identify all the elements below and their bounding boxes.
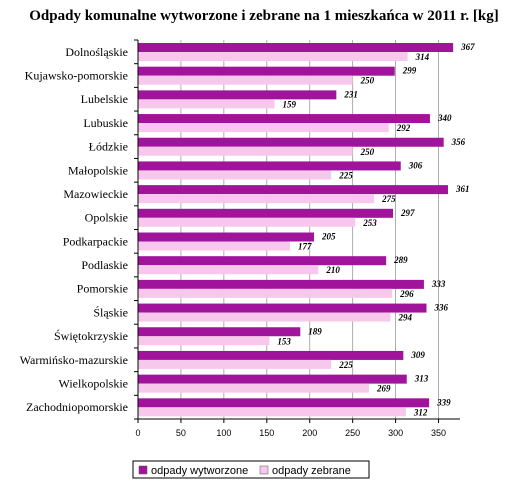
bar-odpady-zebrane [138, 288, 393, 298]
data-labels: 3673142992502311593402923562503062253612… [277, 42, 475, 417]
legend: odpady wytworzone odpady zebrane [132, 460, 370, 479]
data-label-wytworzone: 340 [437, 113, 452, 123]
data-label-zebrane: 294 [397, 313, 412, 323]
data-label-zebrane: 312 [413, 407, 428, 417]
bar-odpady-wytworzone [138, 279, 424, 289]
bar-odpady-wytworzone [138, 232, 315, 242]
data-label-zebrane: 296 [399, 289, 414, 299]
bar-odpady-zebrane [138, 241, 290, 251]
x-tick-label: 0 [135, 428, 140, 438]
category-label: Wielkopolskie [58, 376, 128, 390]
data-label-zebrane: 225 [338, 360, 353, 370]
x-tick-label: 250 [345, 428, 360, 438]
data-label-zebrane: 225 [338, 170, 353, 180]
data-label-wytworzone: 333 [431, 279, 446, 289]
bar-odpady-zebrane [138, 312, 391, 322]
data-label-zebrane: 275 [381, 194, 396, 204]
bar-odpady-zebrane [138, 336, 270, 346]
chart-title: Odpady komunalne wytworzone i zebrane na… [29, 8, 499, 24]
data-label-wytworzone: 367 [460, 42, 475, 52]
bar-odpady-wytworzone [138, 398, 430, 408]
category-label: Lubelskie [81, 92, 128, 106]
data-label-wytworzone: 231 [343, 89, 358, 99]
category-label: Zachodniopomorskie [26, 400, 128, 414]
data-label-zebrane: 210 [325, 265, 340, 275]
x-tick-label: 50 [176, 428, 186, 438]
bar-odpady-wytworzone [138, 374, 407, 384]
category-label: Dolnośląskie [65, 45, 128, 59]
data-label-wytworzone: 205 [321, 232, 336, 242]
legend-label: odpady wytworzone [151, 465, 248, 477]
category-label: Pomorskie [77, 282, 128, 296]
bar-odpady-wytworzone [138, 208, 394, 218]
bar-odpady-zebrane [138, 407, 406, 417]
category-label: Warmińsko-mazurskie [20, 353, 128, 367]
bars [138, 43, 454, 417]
bar-odpady-zebrane [138, 75, 353, 85]
category-label: Podkarpackie [63, 234, 128, 248]
data-label-wytworzone: 297 [400, 208, 415, 218]
data-label-zebrane: 177 [298, 242, 312, 252]
axes: 0 50 100 150 200 250 300 350 Dolnośląskie Kujawsk… [20, 39, 460, 438]
bar-odpady-zebrane [138, 265, 319, 275]
data-label-wytworzone: 361 [455, 184, 470, 194]
bar-odpady-wytworzone [138, 303, 427, 313]
bar-odpady-zebrane [138, 383, 369, 393]
bar-odpady-zebrane [138, 123, 389, 133]
data-label-wytworzone: 309 [410, 350, 425, 360]
bar-odpady-wytworzone [138, 185, 448, 195]
bar-odpady-wytworzone [138, 43, 454, 52]
x-tick-label: 350 [431, 428, 446, 438]
data-label-zebrane: 292 [396, 123, 411, 133]
category-label: Kujawsko-pomorskie [25, 69, 128, 83]
bar-odpady-wytworzone [138, 161, 401, 171]
data-label-wytworzone: 356 [451, 137, 466, 147]
bar-odpady-wytworzone [138, 90, 337, 100]
data-label-wytworzone: 299 [402, 66, 417, 76]
data-label-zebrane: 314 [415, 52, 430, 62]
data-label-zebrane: 159 [283, 99, 297, 109]
category-label: Lubuskie [83, 116, 128, 130]
category-label: Świętokrzyskie [54, 329, 128, 343]
category-label: Śląskie [93, 305, 128, 319]
data-label-zebrane: 250 [360, 76, 375, 86]
legend-swatch [138, 465, 148, 475]
x-tick-label: 150 [259, 428, 274, 438]
category-label: Małopolskie [68, 163, 128, 177]
data-label-wytworzone: 313 [414, 374, 429, 384]
data-label-zebrane: 153 [277, 336, 291, 346]
bar-odpady-wytworzone [138, 137, 444, 147]
x-tick-label: 200 [302, 428, 317, 438]
bar-odpady-zebrane [138, 359, 332, 369]
x-tick-label: 100 [216, 428, 231, 438]
x-tick-label: 300 [388, 428, 403, 438]
data-label-wytworzone: 189 [308, 326, 322, 336]
category-label: Łódzkie [89, 140, 128, 154]
data-label-zebrane: 253 [362, 218, 377, 228]
bar-odpady-wytworzone [138, 66, 395, 76]
data-label-zebrane: 269 [376, 384, 391, 394]
data-label-wytworzone: 306 [408, 160, 423, 170]
bar-odpady-zebrane [138, 217, 356, 227]
legend-label: odpady zebrane [272, 465, 351, 477]
bar-odpady-wytworzone [138, 350, 404, 360]
data-label-wytworzone: 336 [434, 303, 449, 313]
data-label-wytworzone: 339 [436, 397, 451, 407]
bar-odpady-zebrane [138, 52, 408, 61]
category-label: Mazowieckie [63, 187, 128, 201]
legend-box [132, 460, 370, 479]
bar-odpady-zebrane [138, 194, 375, 204]
bar-odpady-wytworzone [138, 256, 387, 266]
bar-odpady-wytworzone [138, 114, 430, 124]
bar-odpady-zebrane [138, 146, 353, 156]
bar-odpady-zebrane [138, 99, 275, 109]
category-label: Podlaskie [81, 258, 128, 272]
category-label: Opolskie [85, 211, 128, 225]
data-label-zebrane: 250 [360, 147, 375, 157]
data-label-wytworzone: 289 [393, 255, 408, 265]
legend-swatch [259, 465, 269, 475]
bar-odpady-wytworzone [138, 327, 301, 337]
bar-odpady-zebrane [138, 170, 332, 180]
